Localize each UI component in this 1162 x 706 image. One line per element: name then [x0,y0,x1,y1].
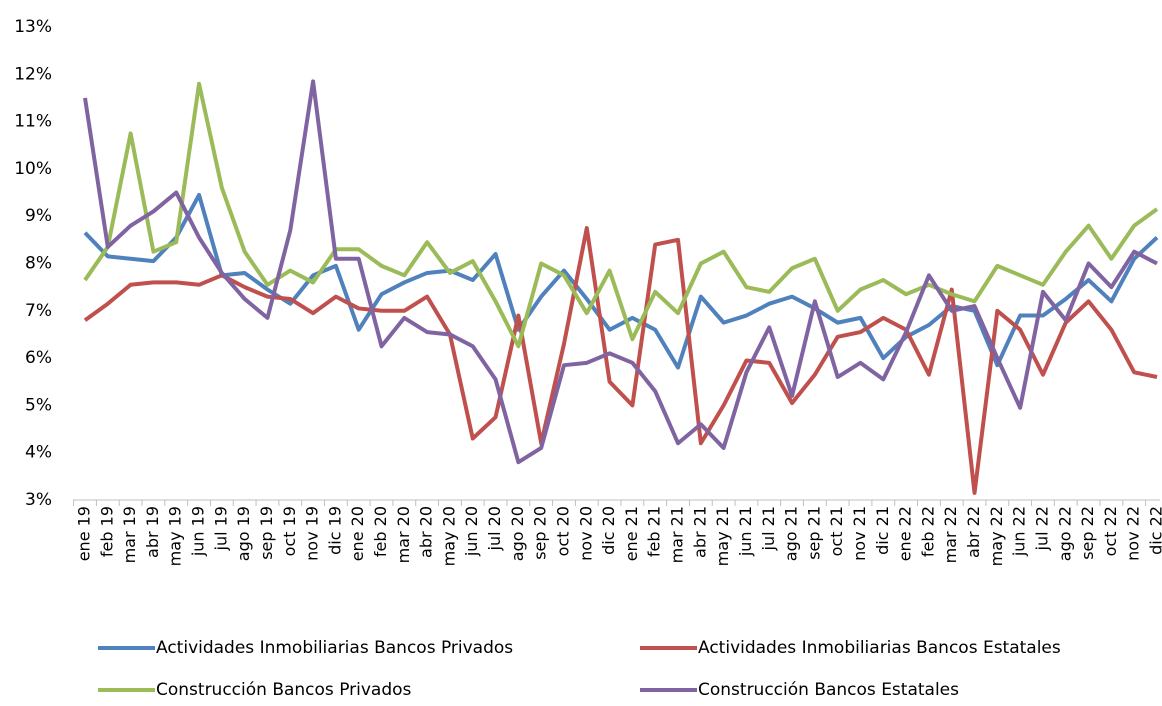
series-line [83,192,1159,370]
x-tick-label: mar 22 [941,506,960,563]
x-tick-label: ago 21 [782,506,801,561]
legend-label: Actividades Inmobiliarias Bancos Estatal… [698,638,1061,658]
y-tick-label: 8% [25,254,52,274]
x-tick-label: sep 21 [804,506,823,560]
y-tick-label: 3% [25,490,52,510]
legend-label: Construcción Bancos Privados [156,680,412,700]
y-tick-label: 9% [25,206,52,226]
x-tick-label: may 19 [166,506,185,566]
y-tick-label: 5% [25,395,52,415]
x-tick-label: feb 21 [645,506,664,557]
x-tick-label: ago 19 [234,506,253,561]
x-tick-label: feb 22 [918,506,937,557]
x-tick-label: sep 22 [1078,506,1097,560]
legend-label: Construcción Bancos Estatales [698,680,959,700]
x-tick-label: jun 19 [189,506,208,557]
x-tick-label: jun 20 [462,506,481,557]
y-tick-label: 12% [14,64,52,84]
x-tick-label: oct 22 [1101,506,1120,556]
y-tick-label: 11% [14,112,52,132]
x-tick-label: ago 20 [508,506,527,561]
x-tick-label: mar 20 [394,506,413,563]
legend-label: Actividades Inmobiliarias Bancos Privado… [156,638,513,658]
x-tick-label: nov 21 [850,506,869,561]
x-tick-label: oct 21 [827,506,846,556]
x-tick-label: abr 21 [690,506,709,558]
x-tick-label: jul 19 [211,506,230,551]
y-tick-label: 4% [25,443,52,463]
y-tick-label: 10% [14,159,52,179]
x-tick-label: nov 20 [576,506,595,561]
series-line [83,81,1159,349]
x-tick-label: nov 22 [1124,506,1143,561]
x-tick-label: ene 20 [348,506,367,561]
x-tick-label: may 20 [439,506,458,566]
y-tick-label: 6% [25,348,52,368]
x-tick-label: dic 19 [325,506,344,555]
x-tick-label: mar 19 [120,506,139,563]
x-tick-label: jun 22 [1010,506,1029,557]
x-tick-label: jun 21 [736,506,755,557]
x-tick-label: ene 19 [75,506,94,561]
x-tick-label: may 22 [987,506,1006,566]
x-tick-label: dic 20 [599,506,618,555]
x-tick-label: oct 19 [280,506,299,556]
series-line [83,226,1158,495]
x-tick-label: abr 22 [964,506,983,558]
x-tick-label: dic 22 [1147,506,1162,555]
x-tick-label: jul 20 [485,506,504,551]
x-tick-label: abr 20 [417,506,436,558]
x-tick-label: mar 21 [668,506,687,563]
x-tick-label: oct 20 [553,506,572,556]
x-tick-label: ago 22 [1055,506,1074,561]
x-tick-label: nov 19 [303,506,322,561]
y-tick-label: 7% [25,301,52,321]
x-tick-label: ene 22 [896,506,915,561]
x-tick-label: sep 19 [257,506,276,560]
x-tick-label: jul 22 [1032,506,1051,551]
x-tick-label: sep 20 [531,506,550,560]
x-tick-label: abr 19 [143,506,162,558]
y-tick-label: 13% [14,17,52,37]
x-tick-label: feb 20 [371,506,390,557]
x-tick-label: ene 21 [622,506,641,561]
x-tick-label: may 21 [713,506,732,566]
x-tick-label: jul 21 [759,506,778,551]
series-line [83,79,1158,465]
x-tick-label: feb 19 [97,506,116,557]
x-tick-label: dic 21 [873,506,892,555]
